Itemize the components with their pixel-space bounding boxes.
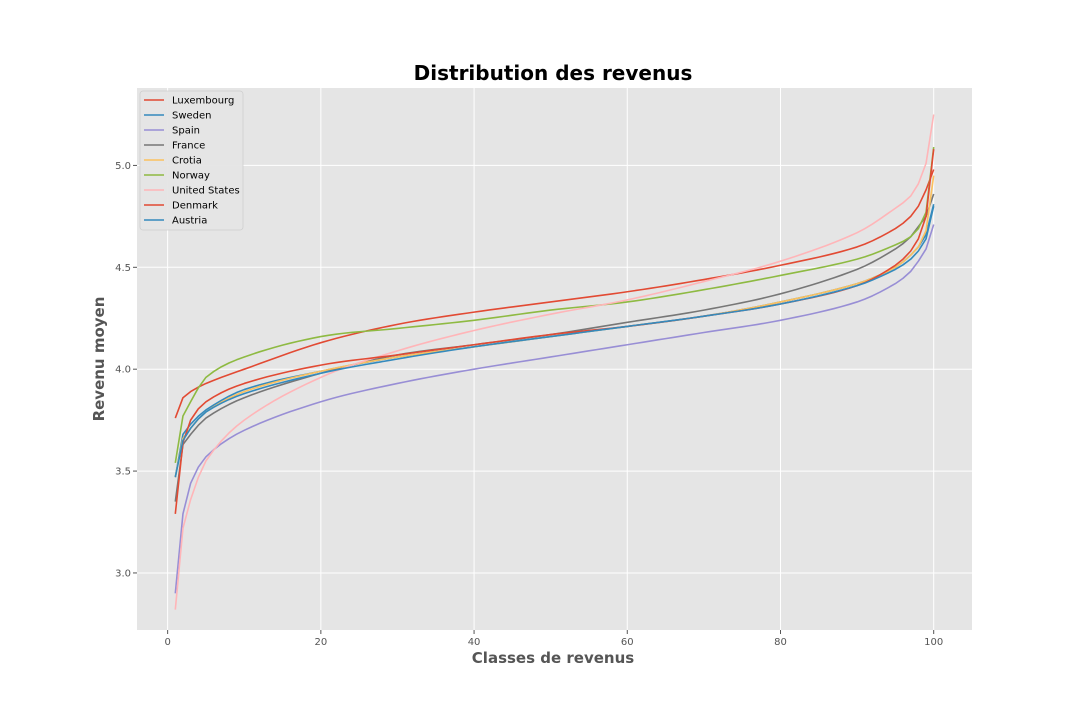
y-tick-label: 4.5 [115, 263, 131, 274]
legend-entry: Sweden [172, 111, 212, 122]
legend: Luxembourg Sweden Spain France Crotia Norway U… [139, 90, 244, 231]
series-line-7 [174, 114, 935, 610]
series-line-9 [174, 205, 935, 478]
legend-entry: Norway [172, 171, 210, 182]
legend-entry: Denmark [172, 201, 218, 212]
y-tick-label: 5.0 [115, 161, 131, 172]
x-tick-label: 20 [314, 637, 327, 648]
legend-entry: United States [172, 186, 240, 197]
series-line-3 [174, 224, 935, 594]
y-tick-label: 3.5 [115, 467, 131, 478]
gridlines [137, 88, 972, 630]
plot-area [137, 88, 972, 630]
axis-ticks: 0 20 40 60 80 100 3.0 3.5 4.0 4.5 5.0 [115, 161, 943, 648]
series-lines [174, 114, 935, 610]
x-tick-label: 40 [468, 637, 481, 648]
legend-entry: Spain [172, 126, 200, 137]
legend-entry: France [172, 141, 205, 152]
series-line-6 [174, 146, 935, 464]
x-tick-label: 60 [621, 637, 634, 648]
legend-entry: Austria [172, 216, 207, 227]
y-axis-label: Revenu moyen [90, 297, 108, 422]
x-axis-label: Classes de revenus [472, 649, 634, 667]
legend-entry: Crotia [172, 156, 202, 167]
y-tick-label: 3.0 [115, 568, 131, 579]
legend-box [139, 90, 244, 231]
series-line-1 [174, 169, 935, 419]
chart-title: Distribution des revenus [414, 61, 693, 85]
x-tick-label: 100 [924, 637, 943, 648]
legend-entry: Luxembourg [172, 96, 234, 107]
x-tick-label: 80 [774, 637, 787, 648]
y-tick-label: 4.0 [115, 365, 131, 376]
x-tick-label: 0 [164, 637, 170, 648]
